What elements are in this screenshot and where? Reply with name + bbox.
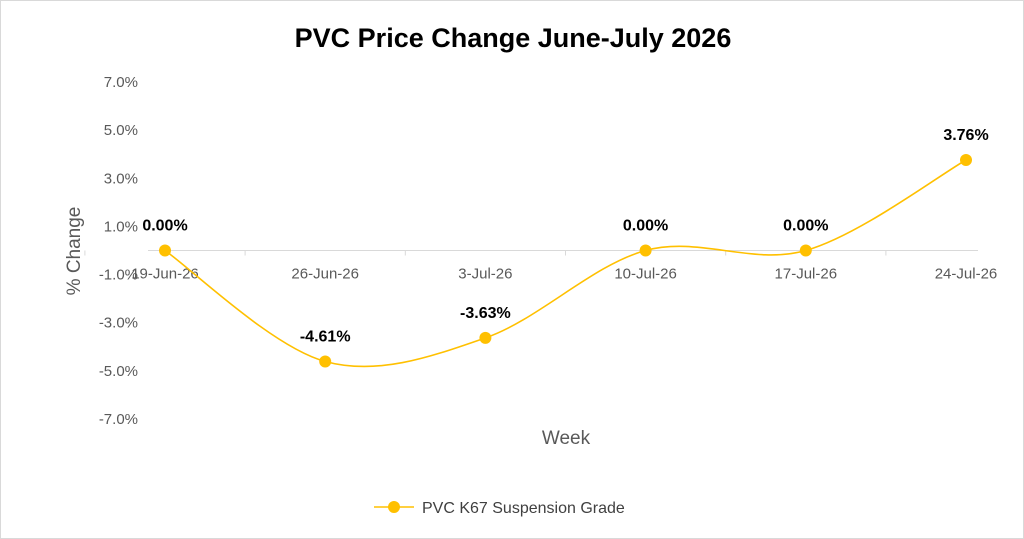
y-tick-label: -5.0% (99, 363, 138, 380)
x-tick-label: 26-Jun-26 (291, 266, 359, 283)
data-label: 0.00% (783, 218, 828, 235)
data-label: -4.61% (300, 328, 351, 345)
x-axis-title: Week (542, 428, 591, 449)
data-point (159, 244, 171, 257)
x-tick-label: 24-Jul-26 (935, 266, 998, 283)
y-tick-label: -7.0% (99, 411, 138, 428)
x-tick-label: 3-Jul-26 (458, 266, 512, 283)
data-point (479, 331, 492, 344)
data-labels: 0.00% -4.61% -3.63% 0.00% 0.00% 3.76% (142, 127, 988, 345)
data-point (319, 355, 332, 368)
data-label: -3.63% (460, 305, 511, 322)
y-tick-label: 7.0% (104, 74, 138, 91)
data-label: 0.00% (623, 218, 668, 235)
y-tick-label: 1.0% (104, 218, 138, 235)
x-tick-label: 10-Jul-26 (614, 266, 677, 283)
legend: PVC K67 Suspension Grade (374, 500, 625, 517)
data-point (960, 153, 972, 166)
legend-label: PVC K67 Suspension Grade (422, 500, 625, 517)
y-tick-label: -3.0% (99, 315, 138, 332)
y-tick-label: 3.0% (104, 170, 138, 187)
series-line (164, 159, 967, 368)
y-axis-title: % Change (64, 207, 85, 296)
data-label: 3.76% (943, 127, 988, 144)
y-tick-label: 5.0% (104, 122, 138, 139)
x-tick-label: 19-Jun-26 (131, 266, 199, 283)
chart-title: PVC Price Change June-July 2026 (295, 23, 732, 53)
series-points (159, 153, 972, 368)
data-point (799, 244, 812, 257)
x-tick-label: 17-Jul-26 (775, 266, 838, 283)
data-point (639, 244, 652, 257)
x-axis-ticks: 19-Jun-26 26-Jun-26 3-Jul-26 10-Jul-26 17-Ju… (84, 250, 998, 283)
data-label: 0.00% (142, 218, 187, 235)
legend-marker-icon (388, 501, 400, 513)
y-axis-ticks: 7.0% 5.0% 3.0% 1.0% -1.0% -3.0% -5.0% -7.0% (99, 74, 138, 428)
y-tick-label: -1.0% (99, 267, 138, 284)
